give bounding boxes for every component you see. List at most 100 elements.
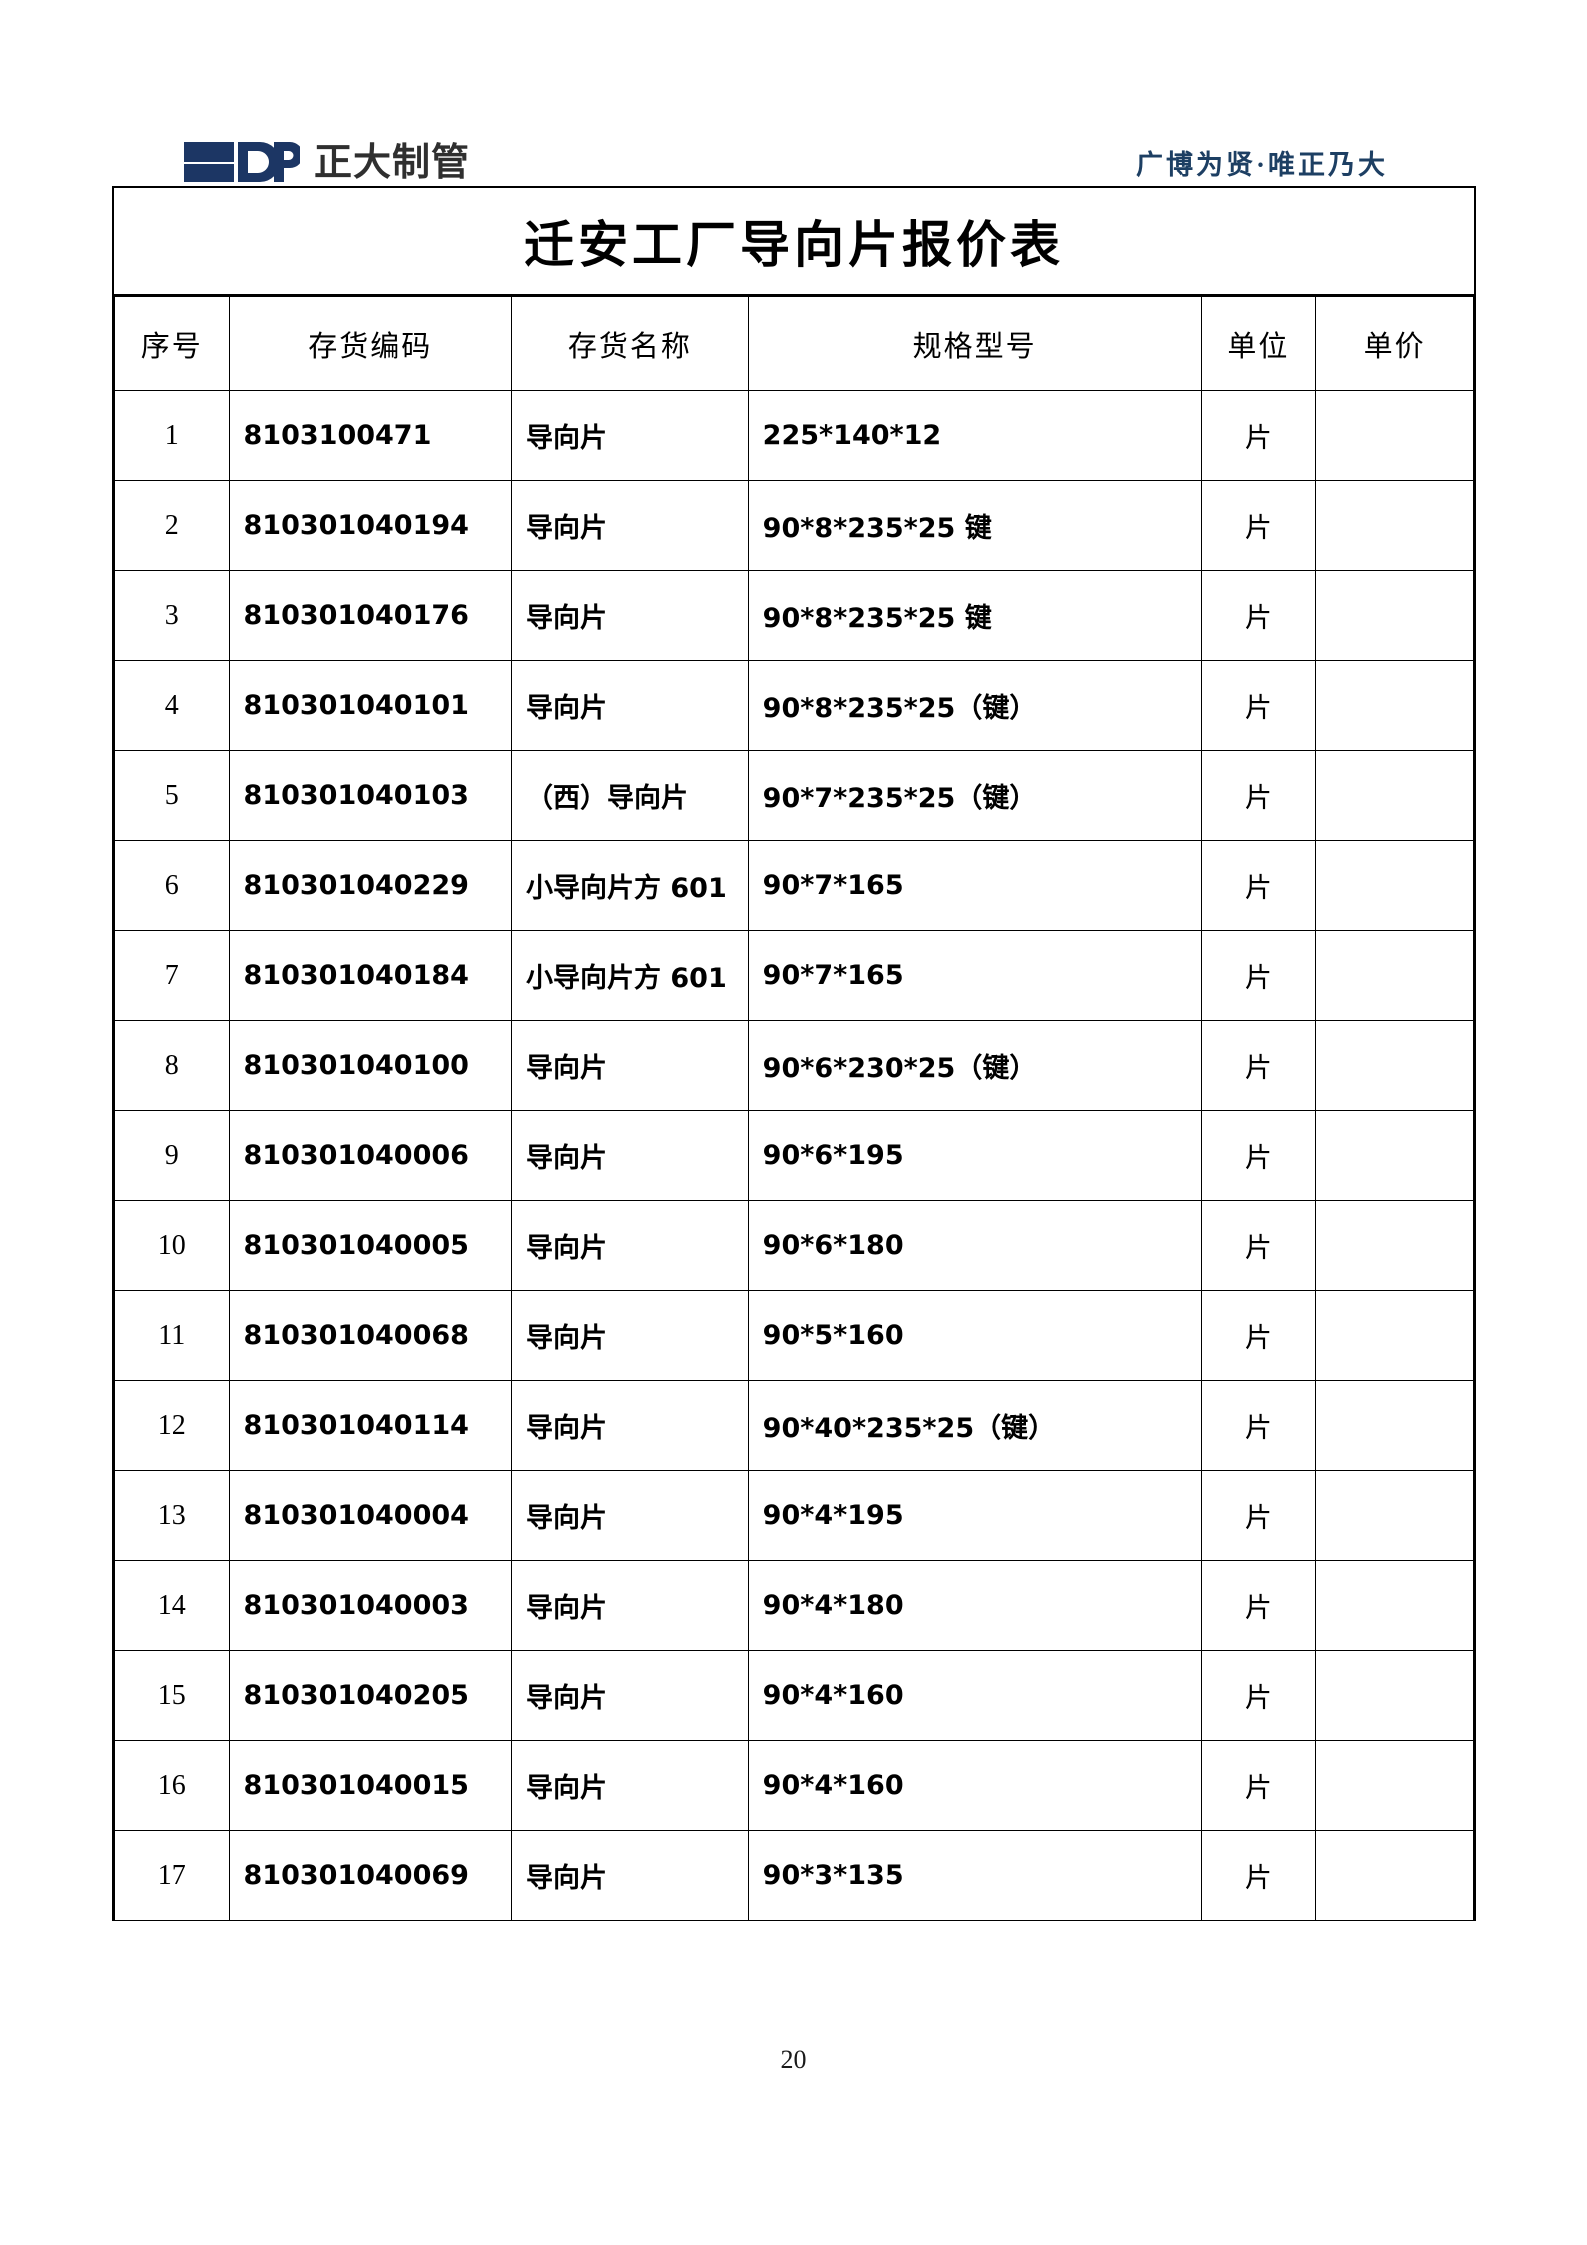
cell-seq: 17 — [114, 1830, 230, 1921]
cell-price[interactable] — [1315, 1380, 1474, 1471]
table-row: 17 810301040069 导向片 90*3*135 片 — [114, 1830, 1474, 1921]
cell-unit: 片 — [1200, 480, 1317, 571]
cell-spec: 90*4*180 — [747, 1560, 1202, 1651]
page-title: 迁安工厂导向片报价表 — [524, 217, 1064, 273]
cell-code: 810301040069 — [228, 1830, 513, 1921]
zdp-logo-icon — [182, 140, 300, 184]
cell-spec: 90*8*235*25 键 — [747, 570, 1202, 661]
cell-price[interactable] — [1315, 1020, 1474, 1111]
cell-price[interactable] — [1315, 840, 1474, 931]
cell-price[interactable] — [1315, 1110, 1474, 1201]
table-row: 13 810301040004 导向片 90*4*195 片 — [114, 1470, 1474, 1561]
cell-seq: 7 — [114, 930, 230, 1021]
cell-code: 8103100471 — [228, 390, 513, 481]
cell-name: 导向片 — [511, 390, 749, 481]
cell-name: 导向片 — [511, 1290, 749, 1381]
cell-seq: 1 — [114, 390, 230, 481]
cell-code: 810301040006 — [228, 1110, 513, 1201]
cell-spec: 90*8*235*25（键） — [747, 660, 1202, 751]
table-row: 2 810301040194 导向片 90*8*235*25 键片 — [114, 480, 1474, 571]
column-header-seq: 序号 — [114, 296, 230, 391]
cell-seq: 12 — [114, 1380, 230, 1471]
table-row: 3 810301040176 导向片 90*8*235*25 键片 — [114, 570, 1474, 661]
cell-unit: 片 — [1200, 390, 1317, 481]
cell-name: 导向片 — [511, 1740, 749, 1831]
cell-name: 导向片 — [511, 1020, 749, 1111]
table-row: 14 810301040003 导向片 90*4*180 片 — [114, 1560, 1474, 1651]
cell-name: 导向片 — [511, 1380, 749, 1471]
cell-spec: 90*6*230*25（键） — [747, 1020, 1202, 1111]
table-row: 15 810301040205 导向片 90*4*160 片 — [114, 1650, 1474, 1741]
cell-seq: 10 — [114, 1200, 230, 1291]
column-header-price: 单价 — [1315, 296, 1474, 391]
cell-seq: 6 — [114, 840, 230, 931]
cell-seq: 3 — [114, 570, 230, 661]
table-row: 5 810301040103 （西）导向片 90*7*235*25（键）片 — [114, 750, 1474, 841]
cell-spec: 90*7*165 — [747, 930, 1202, 1021]
table-row: 10 810301040005 导向片 90*6*180 片 — [114, 1200, 1474, 1291]
cell-code: 810301040100 — [228, 1020, 513, 1111]
cell-seq: 16 — [114, 1740, 230, 1831]
table-row: 12 810301040114 导向片 90*40*235*25（键）片 — [114, 1380, 1474, 1471]
cell-code: 810301040004 — [228, 1470, 513, 1561]
cell-code: 810301040176 — [228, 570, 513, 661]
cell-name: 导向片 — [511, 570, 749, 661]
cell-unit: 片 — [1200, 1380, 1317, 1471]
cell-price[interactable] — [1315, 480, 1474, 571]
cell-code: 810301040015 — [228, 1740, 513, 1831]
cell-code: 810301040101 — [228, 660, 513, 751]
cell-name: 小导向片方 601 — [511, 930, 749, 1021]
table-row: 4 810301040101 导向片 90*8*235*25（键）片 — [114, 660, 1474, 751]
cell-price[interactable] — [1315, 1560, 1474, 1651]
cell-name: （西）导向片 — [511, 750, 749, 841]
table-body: 1 8103100471 导向片 225*140*12 片 2 810301040194 导向… — [114, 390, 1474, 1921]
cell-unit: 片 — [1200, 1830, 1317, 1921]
cell-spec: 225*140*12 — [747, 390, 1202, 481]
table-row: 7 810301040184 小导向片方 601 90*7*165 片 — [114, 930, 1474, 1021]
cell-price[interactable] — [1315, 660, 1474, 751]
cell-price[interactable] — [1315, 1200, 1474, 1291]
table-header: 序号 存货编码 存货名称 规格型号 单位 单价 — [114, 296, 1474, 391]
cell-price[interactable] — [1315, 1830, 1474, 1921]
company-slogan: 广博为贤·唯正乃大 — [1135, 150, 1388, 180]
cell-code: 810301040205 — [228, 1650, 513, 1741]
cell-price[interactable] — [1315, 1740, 1474, 1831]
cell-unit: 片 — [1200, 1290, 1317, 1381]
cell-spec: 90*4*195 — [747, 1470, 1202, 1561]
cell-price[interactable] — [1315, 1290, 1474, 1381]
cell-price[interactable] — [1315, 930, 1474, 1021]
cell-price[interactable] — [1315, 570, 1474, 661]
cell-unit: 片 — [1200, 1560, 1317, 1651]
document-frame: 迁安工厂导向片报价表 序号 存货编码 存货名称 规格型号 单位 单价 1 8103… — [112, 186, 1476, 1921]
cell-name: 导向片 — [511, 1560, 749, 1651]
cell-price[interactable] — [1315, 750, 1474, 841]
cell-spec: 90*6*195 — [747, 1110, 1202, 1201]
cell-spec: 90*3*135 — [747, 1830, 1202, 1921]
document-header: 正大制管 广博为贤·唯正乃大 — [112, 112, 1476, 186]
cell-unit: 片 — [1200, 570, 1317, 661]
cell-seq: 4 — [114, 660, 230, 751]
cell-price[interactable] — [1315, 1650, 1474, 1741]
cell-spec: 90*6*180 — [747, 1200, 1202, 1291]
cell-unit: 片 — [1200, 1020, 1317, 1111]
column-header-unit: 单位 — [1200, 296, 1317, 391]
column-header-name: 存货名称 — [511, 296, 749, 391]
table-header-row: 序号 存货编码 存货名称 规格型号 单位 单价 — [114, 296, 1474, 391]
table-row: 11 810301040068 导向片 90*5*160 片 — [114, 1290, 1474, 1381]
cell-price[interactable] — [1315, 1470, 1474, 1561]
cell-unit: 片 — [1200, 1200, 1317, 1291]
table-row: 16 810301040015 导向片 90*4*160 片 — [114, 1740, 1474, 1831]
cell-seq: 2 — [114, 480, 230, 571]
cell-spec: 90*8*235*25 键 — [747, 480, 1202, 571]
cell-spec: 90*5*160 — [747, 1290, 1202, 1381]
cell-price[interactable] — [1315, 390, 1474, 481]
page-number: 20 — [780, 2045, 807, 2074]
cell-name: 导向片 — [511, 1470, 749, 1561]
cell-unit: 片 — [1200, 1110, 1317, 1201]
cell-unit: 片 — [1200, 1470, 1317, 1561]
cell-code: 810301040005 — [228, 1200, 513, 1291]
logo-chinese-text: 正大制管 — [314, 140, 471, 184]
title-cell: 迁安工厂导向片报价表 — [114, 188, 1474, 296]
cell-seq: 11 — [114, 1290, 230, 1381]
